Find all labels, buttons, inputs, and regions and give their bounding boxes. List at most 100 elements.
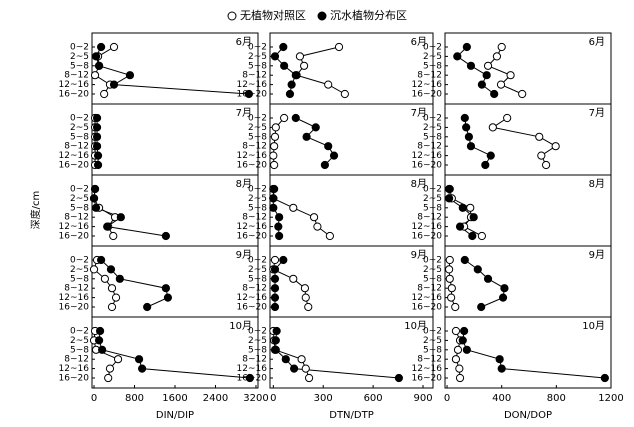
y-tick-label: 0~2: [248, 114, 267, 124]
y-tick-label: 5~8: [70, 274, 89, 284]
data-point: [445, 274, 454, 283]
data-point: [271, 345, 280, 354]
y-tick-label: 0~2: [70, 43, 89, 53]
y-tick-label: 5~8: [423, 132, 442, 142]
y-tick-label: 16~20: [412, 90, 443, 100]
data-point: [455, 222, 465, 231]
data-point: [94, 61, 104, 70]
data-point: [115, 274, 124, 283]
y-tick-label: 5~8: [248, 203, 267, 213]
data-point: [334, 42, 344, 52]
data-point: [111, 293, 121, 302]
y-tick-label: 0~2: [248, 327, 267, 337]
panel-title: 10月: [404, 320, 427, 332]
y-tick-label: 5~8: [248, 274, 267, 284]
y-tick-label: 12~16: [412, 364, 443, 374]
data-point: [458, 336, 467, 345]
y-tick-label: 12~16: [412, 293, 443, 303]
data-point: [299, 61, 309, 70]
data-point: [274, 222, 283, 231]
series-line: [295, 46, 346, 95]
data-point: [272, 326, 281, 336]
y-tick-label: 16~20: [412, 232, 443, 242]
data-point: [104, 373, 113, 383]
data-point: [462, 345, 471, 354]
data-point: [301, 293, 310, 302]
data-point: [161, 231, 170, 241]
data-point: [466, 142, 476, 151]
data-point: [497, 364, 506, 373]
y-tick-label: 16~20: [59, 374, 90, 384]
data-point: [103, 222, 112, 231]
y-tick-label: 16~20: [412, 374, 443, 384]
data-point: [451, 355, 461, 364]
series-line: [95, 46, 249, 95]
data-point: [451, 302, 460, 312]
y-tick-label: 5~8: [70, 61, 89, 71]
data-point: [302, 132, 311, 141]
y-tick-label: 8~12: [64, 213, 89, 223]
y-tick-label: 8~12: [417, 355, 442, 365]
y-tick-label: 8~12: [242, 284, 267, 294]
data-point: [340, 89, 349, 99]
y-tick-label: 2~5: [248, 52, 267, 62]
y-tick-label: 12~16: [412, 222, 443, 232]
data-point: [466, 203, 475, 212]
data-point: [280, 113, 289, 123]
data-point: [89, 194, 99, 203]
data-point: [300, 284, 310, 293]
data-point: [98, 345, 107, 354]
data-point: [107, 284, 117, 293]
y-tick-label: 0~2: [423, 185, 442, 195]
y-tick-label: 12~16: [59, 293, 90, 303]
y-tick-label: 8~12: [417, 284, 442, 294]
y-tick-label: 0~2: [423, 43, 442, 53]
legend-marker: [227, 11, 237, 21]
y-tick-label: 12~16: [59, 364, 90, 374]
y-tick-label: 16~20: [59, 232, 90, 242]
x-axis-label: DIN/DIP: [156, 410, 194, 421]
data-point: [107, 302, 117, 312]
data-point: [297, 355, 306, 364]
y-tick-label: 2~5: [70, 52, 89, 62]
panel-title: 9月: [411, 249, 427, 261]
y-tick-label: 5~8: [70, 203, 89, 213]
y-tick-label: 5~8: [423, 203, 442, 213]
data-point: [90, 184, 100, 194]
data-point: [89, 265, 99, 274]
data-point: [93, 160, 103, 170]
panel-title: 8月: [236, 178, 252, 190]
data-point: [275, 231, 284, 241]
y-tick-label: 0~2: [423, 327, 442, 337]
data-point: [468, 231, 477, 241]
data-point: [445, 255, 454, 265]
y-axis-label: 深度/cm: [29, 191, 42, 230]
data-point: [270, 142, 279, 151]
y-tick-label: 16~20: [237, 303, 268, 313]
x-tick-label: 800: [547, 393, 566, 404]
data-point: [600, 373, 609, 383]
data-point: [301, 364, 310, 373]
y-tick-label: 2~5: [423, 265, 442, 275]
data-point: [496, 80, 506, 89]
y-tick-label: 2~5: [423, 123, 442, 133]
y-tick-label: 16~20: [237, 161, 268, 171]
data-point: [458, 203, 467, 212]
y-tick-label: 5~8: [248, 132, 267, 142]
data-point: [477, 80, 486, 89]
x-tick-label: 300: [314, 393, 333, 404]
panel-title: 6月: [589, 36, 605, 48]
data-point: [455, 364, 464, 373]
y-tick-label: 2~5: [423, 52, 442, 62]
data-point: [97, 42, 106, 52]
y-tick-label: 2~5: [248, 123, 267, 133]
y-tick-label: 2~5: [70, 194, 89, 204]
data-point: [309, 213, 319, 222]
y-tick-label: 12~16: [412, 151, 443, 161]
panel-frame: [444, 245, 612, 318]
data-point: [444, 194, 454, 203]
y-tick-label: 8~12: [417, 213, 442, 223]
panel-title: 9月: [236, 249, 252, 261]
data-point: [95, 326, 105, 336]
